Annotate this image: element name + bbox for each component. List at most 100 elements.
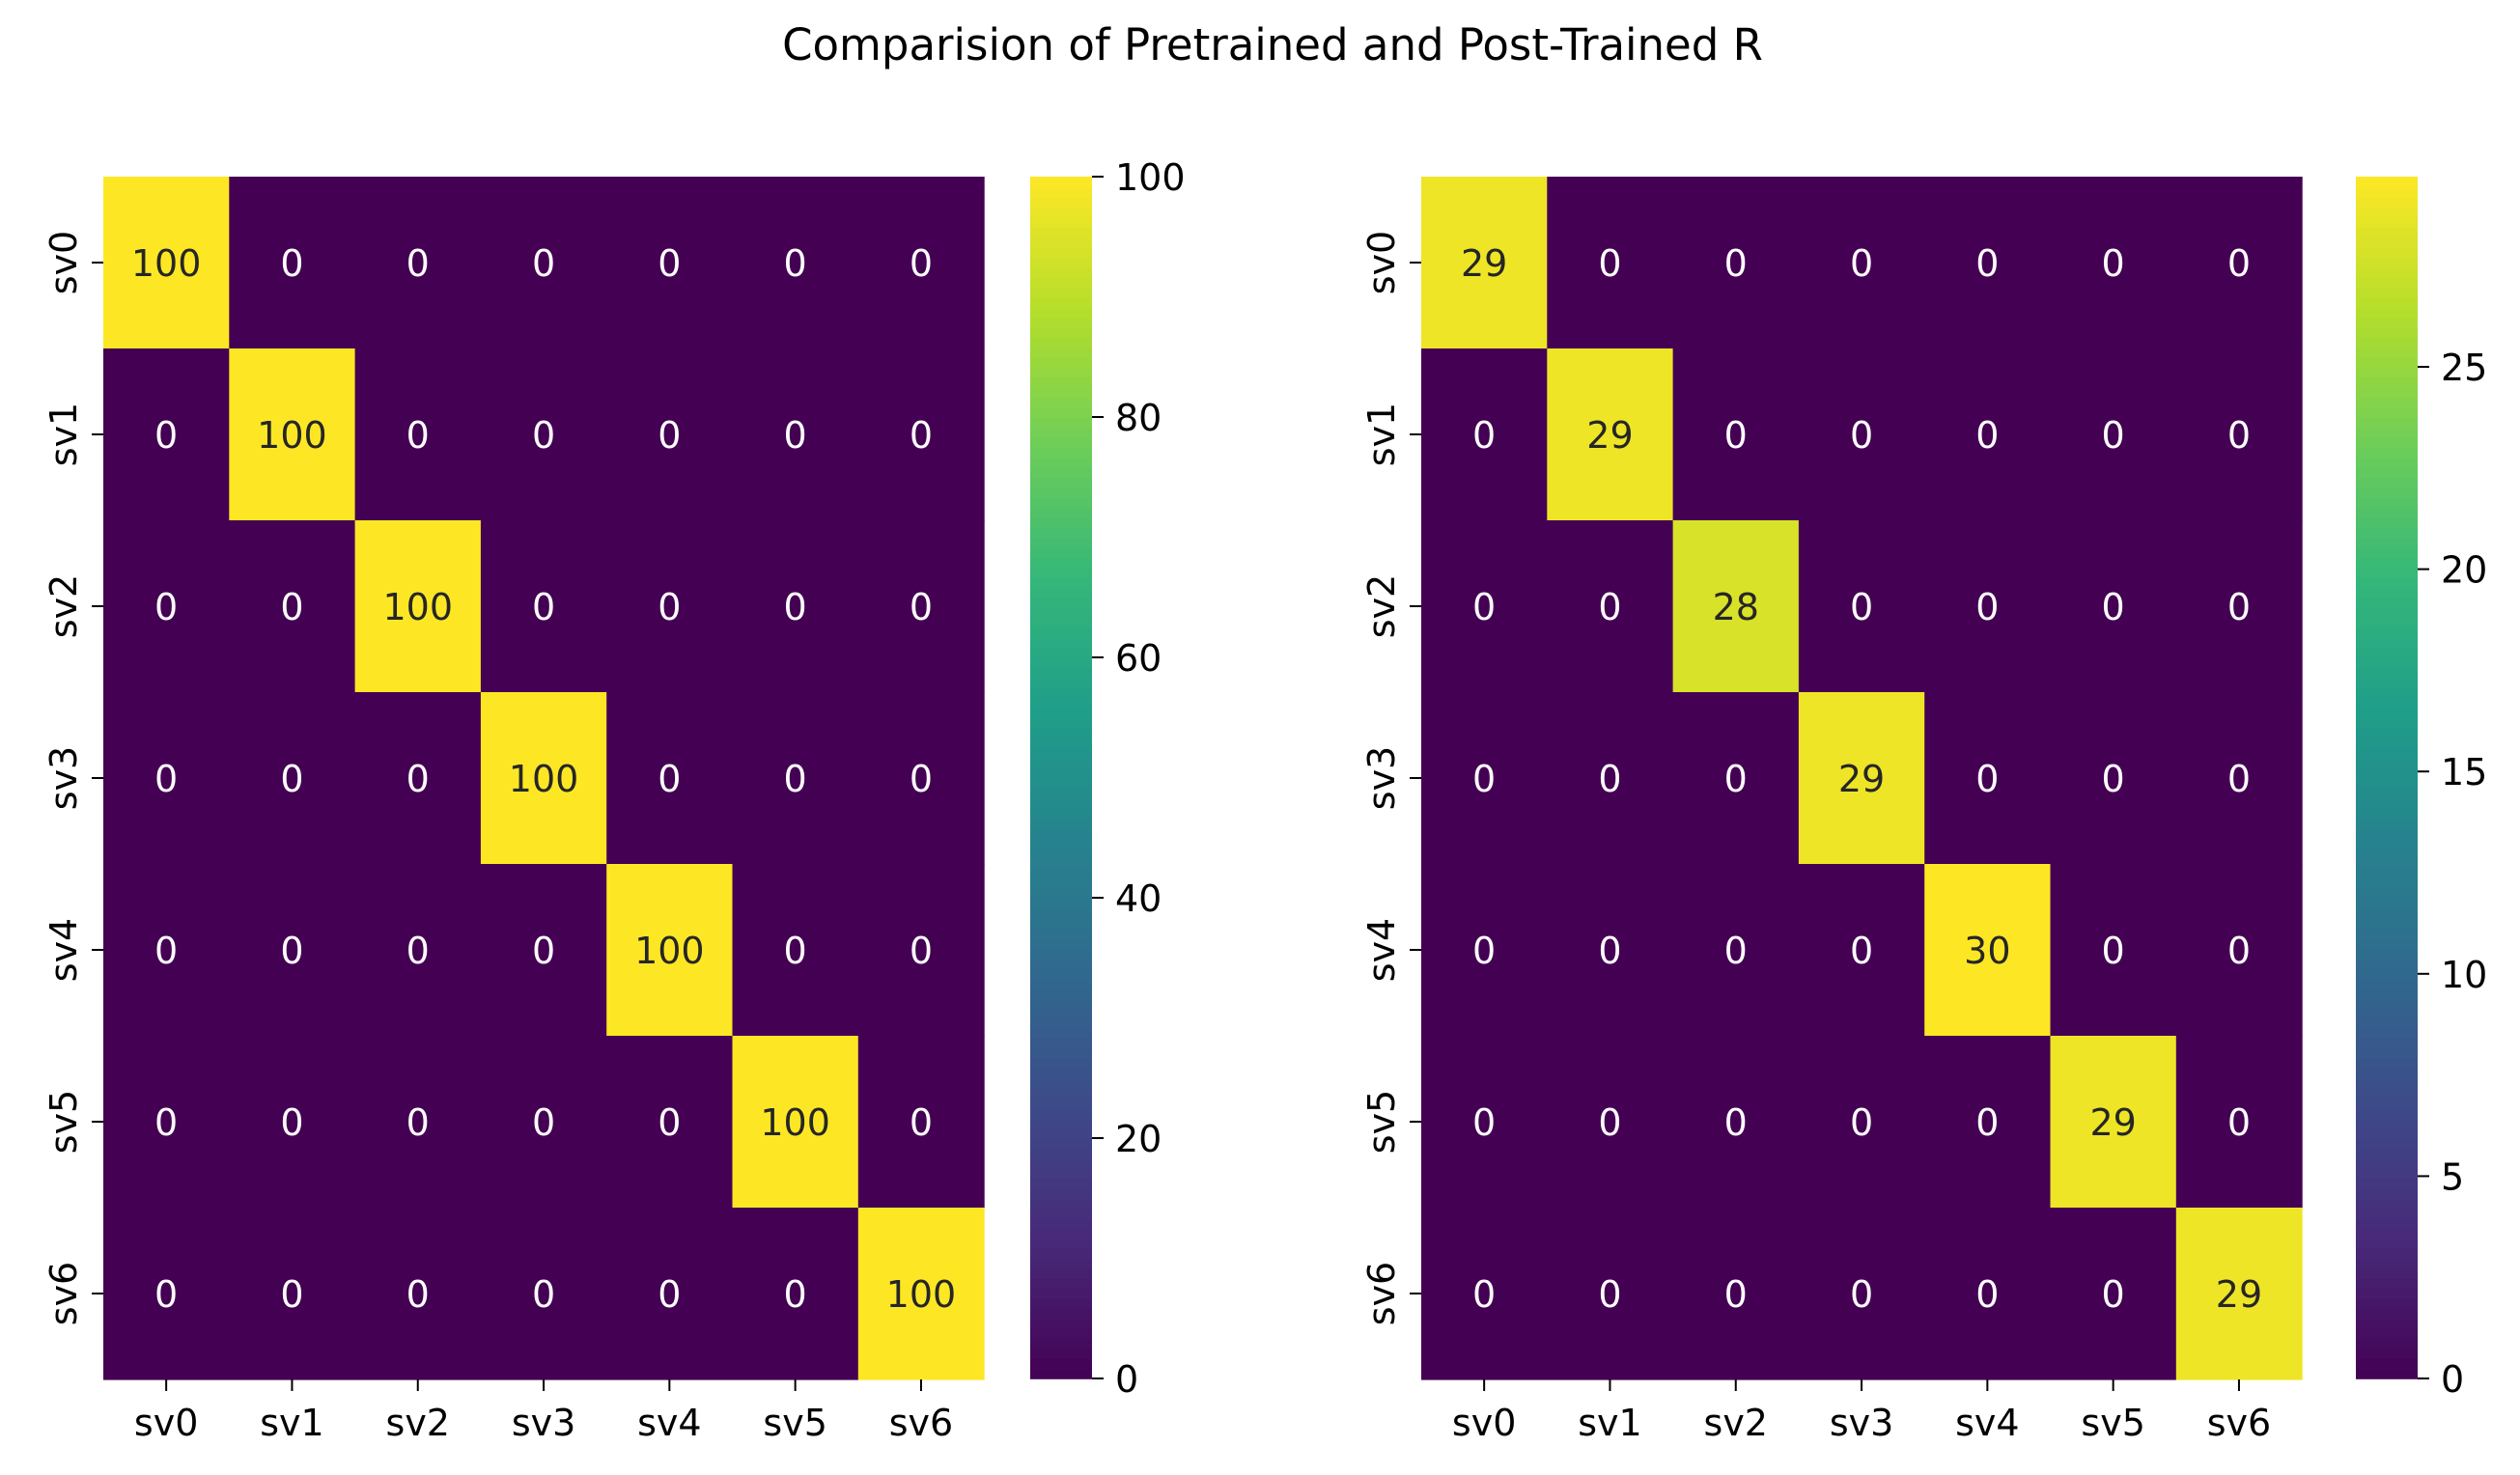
x-tick-label: sv6 [889,1402,953,1444]
heatmap-cell [103,520,230,693]
cell-annotation: 0 [658,1273,681,1316]
colorbar-segment [2356,1178,2418,1189]
cell-annotation: 29 [1461,242,1507,285]
colorbar-segment [2356,807,2418,819]
colorbar-segment [2356,317,2418,328]
heatmap-cell [229,692,356,865]
heatmap-cell [1421,864,1548,1037]
cell-annotation: 0 [1850,1273,1873,1316]
heatmap-cell [103,177,230,349]
colorbar-segment [2356,967,2418,979]
heatmap-cell [606,1036,734,1209]
heatmap-cell [857,864,985,1037]
cell-annotation: 0 [1724,1273,1748,1316]
colorbar-segment [1030,1198,1092,1210]
heatmap-cell [229,348,356,521]
heatmap-cell [2175,348,2303,521]
colorbar-segment [2356,1157,2418,1169]
colorbar-segment [1030,818,1092,829]
heatmap-cell [2050,1208,2177,1380]
heatmap-post-trained: 29 0 0 0 0 0 0 0 29 0 0 0 0 0 0 0 28 0 0 0 0 0 0 0 29 0 0 0 0 0 0 0 30 0 0… [1360,177,2487,1444]
x-tick-label: sv6 [2207,1402,2271,1444]
colorbar-segment [1030,567,1092,578]
heatmap-cell [606,692,734,865]
colorbar-segment [2356,1368,2418,1379]
heatmap-cell [354,692,482,865]
heatmap-cell [2050,864,2177,1037]
colorbar-segment [2356,1358,2418,1370]
colorbar-segment [2356,1208,2418,1219]
cell-annotation: 0 [1850,414,1873,457]
colorbar-segment [2356,687,2418,699]
colorbar-segment [2356,447,2418,459]
cell-annotation: 0 [1724,930,1748,972]
cell-annotation: 0 [1975,242,1999,285]
colorbar-segment [1030,1258,1092,1269]
cell-annotation: 0 [1598,1101,1621,1144]
colorbar-segment [2356,207,2418,218]
colorbar-segment [2356,928,2418,939]
colorbar-segment [2356,1318,2418,1329]
cell-annotation: 29 [2089,1101,2136,1144]
colorbar-segment [1030,1308,1092,1320]
cell-annotation: 0 [1598,1273,1621,1316]
colorbar-segment [1030,1008,1092,1019]
cell-annotation: 0 [1724,242,1748,285]
colorbar-segment [2356,347,2418,358]
cell-annotation: 100 [760,1101,830,1144]
colorbar-segment [1030,797,1092,809]
colorbar-segment [2356,196,2418,208]
colorbar-segment [1030,928,1092,939]
colorbar-segment [2356,1338,2418,1350]
cell-annotation: 29 [1586,414,1633,457]
heatmap-cell [857,520,985,693]
colorbar-segment [2356,557,2418,569]
colorbar-segment [1030,1358,1092,1370]
colorbar-tick-label: 15 [2441,751,2487,793]
colorbar-segment [1030,196,1092,208]
heatmap-cell [1798,1036,1925,1209]
colorbar-segment [2356,1138,2418,1150]
cell-annotation: 0 [910,1101,933,1144]
colorbar-segment [1030,626,1092,639]
heatmap-cell [732,1208,859,1380]
cell-annotation: 0 [910,414,933,457]
cell-annotation: 0 [1850,586,1873,628]
colorbar-segment [1030,807,1092,819]
colorbar-segment [1030,1138,1092,1150]
colorbar-segment [2356,1098,2418,1109]
cell-annotation: 100 [634,930,705,972]
cell-annotation: 0 [784,758,807,800]
colorbar-segment [1030,546,1092,559]
heatmap-cell [1672,864,1800,1037]
colorbar-segment [1030,687,1092,699]
colorbar-segment [1030,1127,1092,1139]
colorbar-segment [1030,677,1092,688]
cell-annotation: 0 [154,1273,178,1316]
colorbar-segment [1030,237,1092,248]
colorbar-segment [2356,487,2418,498]
heatmap-cell [2175,1036,2303,1209]
cell-annotation: 0 [2102,758,2125,800]
colorbar-segment [2356,577,2418,589]
colorbar-segment [2356,947,2418,960]
colorbar-tick-label: 5 [2441,1155,2464,1198]
colorbar-segment [1030,1077,1092,1089]
x-tick-label: sv0 [1452,1402,1516,1444]
cell-annotation: 0 [784,586,807,628]
cell-annotation: 0 [658,414,681,457]
colorbar-segment [1030,967,1092,979]
heatmap-cell [732,1036,859,1209]
heatmap-cell [1672,1208,1800,1380]
cell-annotation: 0 [1724,414,1748,457]
colorbar-segment [1030,1148,1092,1159]
colorbar-segment [2356,857,2418,869]
colorbar-segment [1030,767,1092,779]
colorbar-segment [1030,356,1092,368]
colorbar-segment [1030,1208,1092,1219]
cell-annotation: 0 [154,586,178,628]
colorbar-segment [2356,1218,2418,1230]
colorbar-segment [2356,276,2418,288]
heatmap-cell [2175,177,2303,349]
y-tick-label: sv0 [42,231,85,294]
